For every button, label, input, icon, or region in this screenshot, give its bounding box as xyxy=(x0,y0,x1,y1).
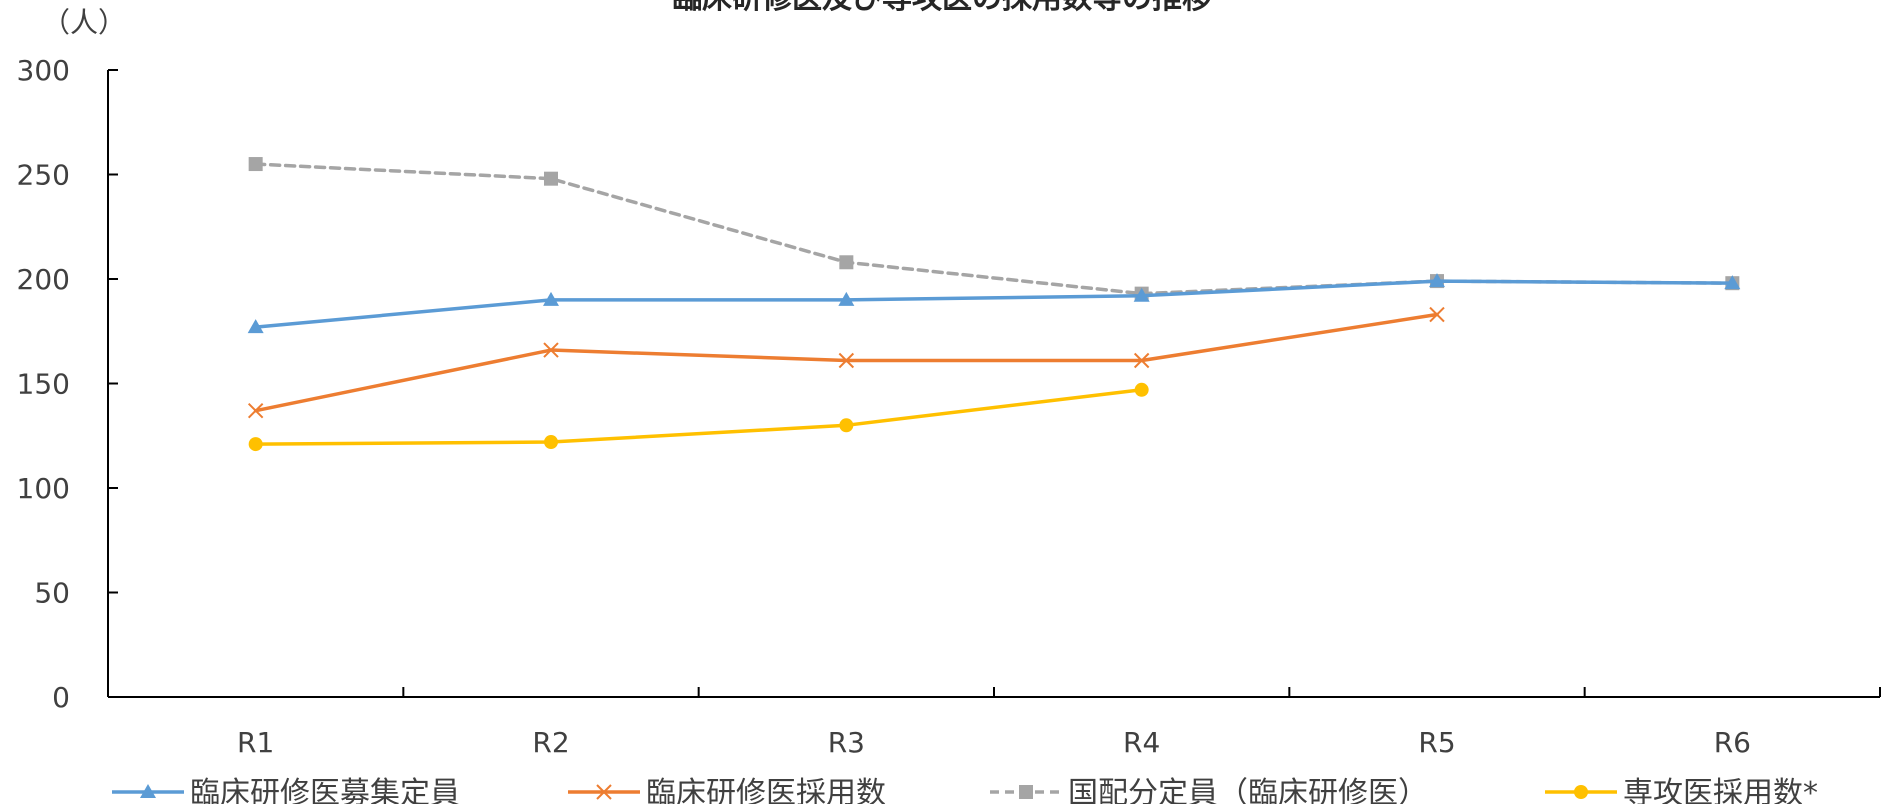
series-line xyxy=(253,312,1439,413)
data-point xyxy=(248,437,263,452)
data-point-stroke-b xyxy=(838,352,855,369)
legend-label: 臨床研修医募集定員 xyxy=(190,776,460,804)
legend-marker xyxy=(596,784,612,800)
data-point xyxy=(1429,273,1445,288)
x-tick-label: R6 xyxy=(1714,726,1751,759)
series-0 xyxy=(247,273,1741,334)
legend-label: 専攻医採用数* xyxy=(1623,776,1818,804)
x-tick-label: R5 xyxy=(1418,726,1455,759)
x-tick-label: R4 xyxy=(1123,726,1160,759)
series-line xyxy=(253,162,1735,296)
x-tick-label: R1 xyxy=(237,726,274,759)
data-point xyxy=(839,255,854,270)
series-1 xyxy=(247,306,1445,419)
y-tick-label: 50 xyxy=(34,577,70,610)
data-point xyxy=(247,402,264,419)
legend-marker xyxy=(1019,785,1033,799)
x-tick-label: R2 xyxy=(532,726,569,759)
x-tick-label: R3 xyxy=(828,726,865,759)
y-tick-label: 100 xyxy=(17,472,70,505)
data-point xyxy=(839,418,854,433)
y-tick-label: 250 xyxy=(17,159,70,192)
data-point-stroke-b xyxy=(543,342,559,358)
legend-item: 国配分定員（臨床研修医） xyxy=(990,776,1428,804)
data-point xyxy=(544,435,558,450)
legend-item: 臨床研修医採用数 xyxy=(568,776,886,804)
y-axis-unit-label: （人） xyxy=(42,6,126,39)
legend-item: 臨床研修医募集定員 xyxy=(112,776,460,804)
data-point xyxy=(248,157,263,172)
series-3 xyxy=(248,382,1149,452)
data-point xyxy=(544,171,558,186)
data-point xyxy=(838,352,855,369)
y-tick-label: 200 xyxy=(17,263,70,296)
data-point xyxy=(1134,382,1149,397)
legend-marker xyxy=(140,784,156,798)
series-line xyxy=(253,279,1735,329)
legend-marker xyxy=(1574,785,1588,799)
data-point xyxy=(543,291,559,306)
data-point xyxy=(1724,275,1741,290)
legend-item: 専攻医採用数* xyxy=(1545,776,1818,804)
legend-label: 臨床研修医採用数 xyxy=(646,776,886,804)
data-point xyxy=(1429,306,1445,323)
y-tick-label: 300 xyxy=(17,54,70,87)
series-line xyxy=(253,388,1144,446)
chart-title: 臨床研修医及び専攻医の採用数等の推移 xyxy=(672,0,1212,16)
y-tick-label: 0 xyxy=(52,681,70,714)
data-point xyxy=(838,291,855,306)
data-point-stroke-b xyxy=(1429,306,1445,323)
series-2 xyxy=(248,157,1740,301)
data-point xyxy=(247,319,264,334)
legend-label: 国配分定員（臨床研修医） xyxy=(1068,776,1428,804)
data-point xyxy=(543,342,559,358)
data-point-stroke-b xyxy=(247,402,264,419)
data-point xyxy=(1133,352,1150,369)
legend-marker-stroke-b xyxy=(596,784,612,800)
y-tick-label: 150 xyxy=(17,368,70,401)
data-point-stroke-b xyxy=(1133,352,1150,369)
data-point xyxy=(1133,287,1150,302)
